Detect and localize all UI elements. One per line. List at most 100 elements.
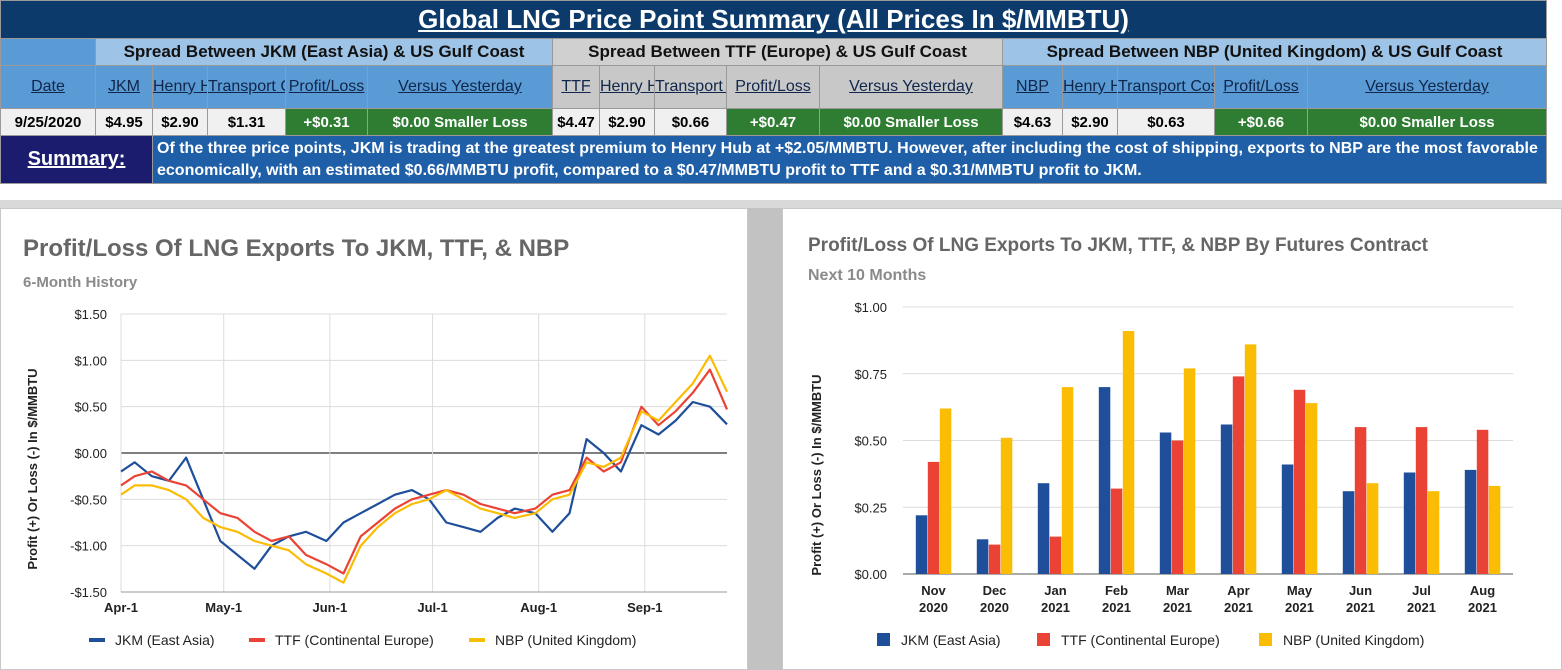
- summary-label: Summary:: [0, 135, 153, 184]
- bar-chart: Profit/Loss Of LNG Exports To JKM, TTF, …: [808, 235, 1513, 648]
- x-tick-label: 2021: [1468, 600, 1497, 615]
- header-transport-cost-3[interactable]: Transport Cost: [1117, 65, 1215, 109]
- legend-swatch-ttf-continental-europe: [1037, 633, 1050, 646]
- header-profit-loss-2[interactable]: Profit/Loss: [726, 65, 820, 109]
- legend-label-nbp-united-kingdom: NBP (United Kingdom): [1283, 632, 1424, 648]
- x-tick-label: May-1: [205, 600, 242, 615]
- legend-label-jkm-east-asia: JKM (East Asia): [901, 632, 1001, 648]
- cell-jkm: $4.95: [95, 108, 153, 136]
- line-chart-subtitle: 6-Month History: [23, 274, 138, 291]
- bar-jkm-east-asia-jul-2021: [1403, 472, 1416, 574]
- x-tick-label: Feb: [1105, 583, 1128, 598]
- y-tick-label: -$1.00: [70, 539, 107, 554]
- bar-jkm-east-asia-apr-2021: [1220, 424, 1233, 574]
- bar-nbp-united-kingdom-feb-2021: [1122, 331, 1135, 574]
- cell-versus-yesterday-3: $0.00 Smaller Loss: [1306, 108, 1548, 136]
- y-tick-label: $0.25: [854, 500, 887, 515]
- summary-text: Of the three price points, JKM is tradin…: [151, 135, 1548, 184]
- cell-henry-hub-3: $2.90: [1062, 108, 1118, 136]
- y-tick-label: $0.75: [854, 367, 887, 382]
- bar-ttf-continental-europe-nov-2020: [927, 461, 940, 574]
- header-versus-yesterday-3[interactable]: Versus Yesterday: [1306, 65, 1548, 109]
- legend-label-ttf-continental-europe: TTF (Continental Europe): [275, 632, 434, 648]
- cell-profit-loss-1: +$0.31: [285, 108, 368, 136]
- header-jkm[interactable]: JKM: [95, 65, 153, 109]
- line-chart-legend: JKM (East Asia) TTF (Continental Europe) N…: [89, 632, 636, 648]
- cell-transport-cost-2: $0.66: [654, 108, 727, 136]
- cell-profit-loss-3: +$0.66: [1214, 108, 1308, 136]
- legend-label-nbp-united-kingdom: NBP (United Kingdom): [495, 632, 636, 648]
- x-tick-label: Aug-1: [520, 600, 557, 615]
- header-date[interactable]: Date: [0, 65, 96, 109]
- cell-versus-yesterday-1: $0.00 Smaller Loss: [367, 108, 553, 136]
- bar-ttf-continental-europe-apr-2021: [1232, 376, 1245, 574]
- header-nbp[interactable]: NBP: [1002, 65, 1063, 109]
- x-tick-label: 2020: [980, 600, 1009, 615]
- header-henry-hub-1[interactable]: Henry Hub: [152, 65, 208, 109]
- group-blank: [0, 38, 96, 66]
- x-tick-label: Apr-1: [104, 600, 138, 615]
- x-tick-label: Aug: [1470, 583, 1495, 598]
- x-tick-label: 2021: [1407, 600, 1436, 615]
- header-transport-cost-2[interactable]: Transport Cost: [654, 65, 727, 109]
- cell-nbp: $4.63: [1002, 108, 1063, 136]
- table-title: Global LNG Price Point Summary (All Pric…: [0, 0, 1548, 39]
- x-tick-label: Apr: [1227, 583, 1249, 598]
- bar-chart-title: Profit/Loss Of LNG Exports To JKM, TTF, …: [808, 235, 1429, 256]
- x-tick-label: Jul: [1412, 583, 1431, 598]
- x-tick-label: Jul-1: [417, 600, 447, 615]
- line-chart-panel: Profit/Loss Of LNG Exports To JKM, TTF, …: [0, 208, 748, 670]
- legend-label-ttf-continental-europe: TTF (Continental Europe): [1061, 632, 1220, 648]
- y-tick-label: $1.50: [74, 307, 107, 322]
- bar-nbp-united-kingdom-dec-2020: [1000, 437, 1013, 574]
- bar-chart-x-ticks: Nov 2020 Dec 2020 Jan 2021 Feb 2021 Mar 2021 Apr 20…: [919, 583, 1497, 615]
- header-profit-loss-1[interactable]: Profit/Loss: [285, 65, 368, 109]
- x-tick-label: 2021: [1163, 600, 1192, 615]
- legend-swatch-jkm-east-asia: [877, 633, 890, 646]
- header-profit-loss-3[interactable]: Profit/Loss: [1214, 65, 1308, 109]
- bar-chart-y-ticks: $1.00 $0.75 $0.50 $0.25 $0.00: [854, 300, 887, 582]
- group-ttf: Spread Between TTF (Europe) & US Gulf Co…: [552, 38, 1003, 66]
- cell-henry-hub-1: $2.90: [152, 108, 208, 136]
- series-line-ttf-continental-europe: [120, 368, 729, 575]
- bar-jkm-east-asia-mar-2021: [1159, 432, 1172, 574]
- y-tick-label: -$0.50: [70, 492, 107, 507]
- x-tick-label: 2021: [1346, 600, 1375, 615]
- series-line-jkm-east-asia: [120, 400, 728, 570]
- bar-jkm-east-asia-may-2021: [1281, 464, 1294, 574]
- bar-jkm-east-asia-nov-2020: [915, 515, 928, 574]
- series-line-nbp-united-kingdom: [120, 354, 728, 584]
- header-transport-cost-1[interactable]: Transport Cost: [207, 65, 286, 109]
- y-tick-label: $1.00: [854, 300, 887, 315]
- line-chart-x-ticks: Apr-1 May-1 Jun-1 Jul-1 Aug-1 Sep-1: [104, 600, 663, 615]
- group-nbp: Spread Between NBP (United Kingdom) & US…: [1001, 38, 1548, 66]
- bar-nbp-united-kingdom-apr-2021: [1244, 344, 1257, 574]
- x-tick-label: 2021: [1041, 600, 1070, 615]
- header-henry-hub-2[interactable]: Henry Hub: [599, 65, 655, 109]
- bar-jkm-east-asia-jun-2021: [1342, 491, 1355, 574]
- bar-nbp-united-kingdom-jul-2021: [1427, 491, 1440, 574]
- bar-ttf-continental-europe-jun-2021: [1354, 427, 1367, 574]
- line-chart-title: Profit/Loss Of LNG Exports To JKM, TTF, …: [23, 235, 569, 262]
- y-tick-label: -$1.50: [70, 585, 107, 600]
- bar-nbp-united-kingdom-aug-2021: [1488, 485, 1501, 574]
- x-tick-label: Dec: [983, 583, 1007, 598]
- bar-jkm-east-asia-feb-2021: [1098, 387, 1111, 574]
- cell-transport-cost-1: $1.31: [207, 108, 286, 136]
- bar-chart-y-axis-label: Profit (+) Or Loss (-) In $/MMBTU: [809, 374, 824, 575]
- header-ttf[interactable]: TTF: [552, 65, 600, 109]
- table-row: 9/25/2020 $4.95 $2.90 $1.31 +$0.31 $0.00…: [0, 108, 1548, 136]
- header-henry-hub-3[interactable]: Henry Hub: [1062, 65, 1118, 109]
- bar-chart-panel: Profit/Loss Of LNG Exports To JKM, TTF, …: [782, 208, 1562, 670]
- cell-ttf: $4.47: [552, 108, 600, 136]
- x-tick-label: 2021: [1224, 600, 1253, 615]
- x-tick-label: May: [1287, 583, 1313, 598]
- bar-ttf-continental-europe-dec-2020: [988, 544, 1001, 574]
- x-tick-label: Nov: [921, 583, 946, 598]
- bar-ttf-continental-europe-aug-2021: [1476, 429, 1489, 574]
- y-tick-label: $1.00: [74, 353, 107, 368]
- header-versus-yesterday-1[interactable]: Versus Yesterday: [367, 65, 553, 109]
- header-versus-yesterday-2[interactable]: Versus Yesterday: [819, 65, 1003, 109]
- cell-transport-cost-3: $0.63: [1117, 108, 1215, 136]
- line-chart-grid: [120, 313, 727, 593]
